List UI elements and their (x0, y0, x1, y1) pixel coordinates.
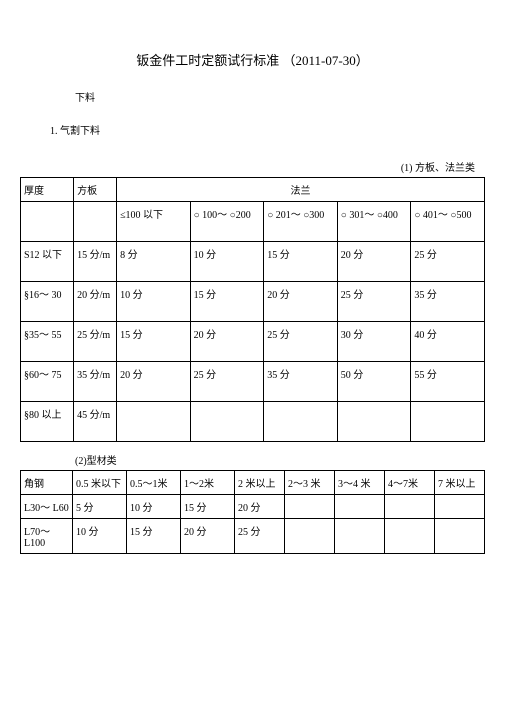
cell: L30～ L60 (21, 495, 73, 519)
cell (385, 495, 435, 519)
cell: 8 分 (117, 242, 191, 282)
cell (335, 495, 385, 519)
cell: 25 分 (190, 362, 264, 402)
cell: 15 分 (181, 495, 235, 519)
th-empty (74, 202, 117, 242)
cell: 10 分 (190, 242, 264, 282)
cell (385, 519, 435, 554)
cell: 50 分 (337, 362, 411, 402)
cell: S12 以下 (21, 242, 74, 282)
cell: 20 分/m (74, 282, 117, 322)
th-c1: ≤100 以下 (117, 202, 191, 242)
cell: 25 分 (235, 519, 285, 554)
table-row: §16～ 30 20 分/m 10 分 15 分 20 分 25 分 35 分 (21, 282, 485, 322)
cell: 30 分 (337, 322, 411, 362)
cell: 25 分/m (74, 322, 117, 362)
page-title: 钣金件工时定额试行标准 （2011-07-30） (20, 50, 485, 69)
cell: §80 以上 (21, 402, 74, 442)
th-c4: 2 米以上 (235, 471, 285, 495)
table2: 角钢 0.5 米以下 0.5～1米 1～2米 2 米以上 2～3 米 3～4 米… (20, 470, 485, 554)
cell: §60～ 75 (21, 362, 74, 402)
th-c3: 1～2米 (181, 471, 235, 495)
cell (117, 402, 191, 442)
cell: 20 分 (190, 322, 264, 362)
cell: 55 分 (411, 362, 485, 402)
cell: 20 分 (117, 362, 191, 402)
cell: 35 分 (411, 282, 485, 322)
section-label: 下料 (75, 89, 485, 104)
cell: 10 分 (127, 495, 181, 519)
th-falan: 法兰 (117, 178, 485, 202)
table1: 厚度 方板 法兰 ≤100 以下 ○ 100～ ○200 ○ 201～ ○300… (20, 177, 485, 442)
cell: 15 分 (127, 519, 181, 554)
cell (285, 495, 335, 519)
cell: 20 分 (181, 519, 235, 554)
th-fangban: 方板 (74, 178, 117, 202)
cell: 10 分 (117, 282, 191, 322)
th-c6: 3～4 米 (335, 471, 385, 495)
cell (411, 402, 485, 442)
th-c1: 0.5 米以下 (73, 471, 127, 495)
th-c7: 4～7米 (385, 471, 435, 495)
cell (264, 402, 338, 442)
th-c3: ○ 201～ ○300 (264, 202, 338, 242)
cell: 15 分 (264, 242, 338, 282)
cell (335, 519, 385, 554)
table-row: L30～ L60 5 分 10 分 15 分 20 分 (21, 495, 485, 519)
cell (435, 519, 485, 554)
cell: 20 分 (264, 282, 338, 322)
subsection-label: 1. 气割下料 (50, 122, 485, 137)
cell: 20 分 (337, 242, 411, 282)
cell: 40 分 (411, 322, 485, 362)
cell: 45 分/m (74, 402, 117, 442)
cell: §16～ 30 (21, 282, 74, 322)
cell (337, 402, 411, 442)
th-c5: 2～3 米 (285, 471, 335, 495)
cell: L70～ L100 (21, 519, 73, 554)
th-c2: ○ 100～ ○200 (190, 202, 264, 242)
th-c8: 7 米以上 (435, 471, 485, 495)
table1-caption: (1) 方板、法兰类 (20, 159, 475, 174)
cell (435, 495, 485, 519)
th-c4: ○ 301～ ○400 (337, 202, 411, 242)
cell: 20 分 (235, 495, 285, 519)
th-c2: 0.5～1米 (127, 471, 181, 495)
cell: 25 分 (337, 282, 411, 322)
th-c5: ○ 401～ ○500 (411, 202, 485, 242)
cell: 15 分 (117, 322, 191, 362)
cell: 35 分/m (74, 362, 117, 402)
th-empty (21, 202, 74, 242)
th-thickness: 厚度 (21, 178, 74, 202)
table-row: §80 以上 45 分/m (21, 402, 485, 442)
cell: 25 分 (264, 322, 338, 362)
cell (190, 402, 264, 442)
cell: 25 分 (411, 242, 485, 282)
cell: 15 分/m (74, 242, 117, 282)
cell: 5 分 (73, 495, 127, 519)
th-jiaogang: 角钢 (21, 471, 73, 495)
cell: §35～ 55 (21, 322, 74, 362)
cell: 35 分 (264, 362, 338, 402)
table-row: L70～ L100 10 分 15 分 20 分 25 分 (21, 519, 485, 554)
cell (285, 519, 335, 554)
table-row: §60～ 75 35 分/m 20 分 25 分 35 分 50 分 55 分 (21, 362, 485, 402)
table-row: §35～ 55 25 分/m 15 分 20 分 25 分 30 分 40 分 (21, 322, 485, 362)
cell: 15 分 (190, 282, 264, 322)
table2-caption: (2)型材类 (75, 452, 485, 467)
table-row: S12 以下 15 分/m 8 分 10 分 15 分 20 分 25 分 (21, 242, 485, 282)
cell: 10 分 (73, 519, 127, 554)
